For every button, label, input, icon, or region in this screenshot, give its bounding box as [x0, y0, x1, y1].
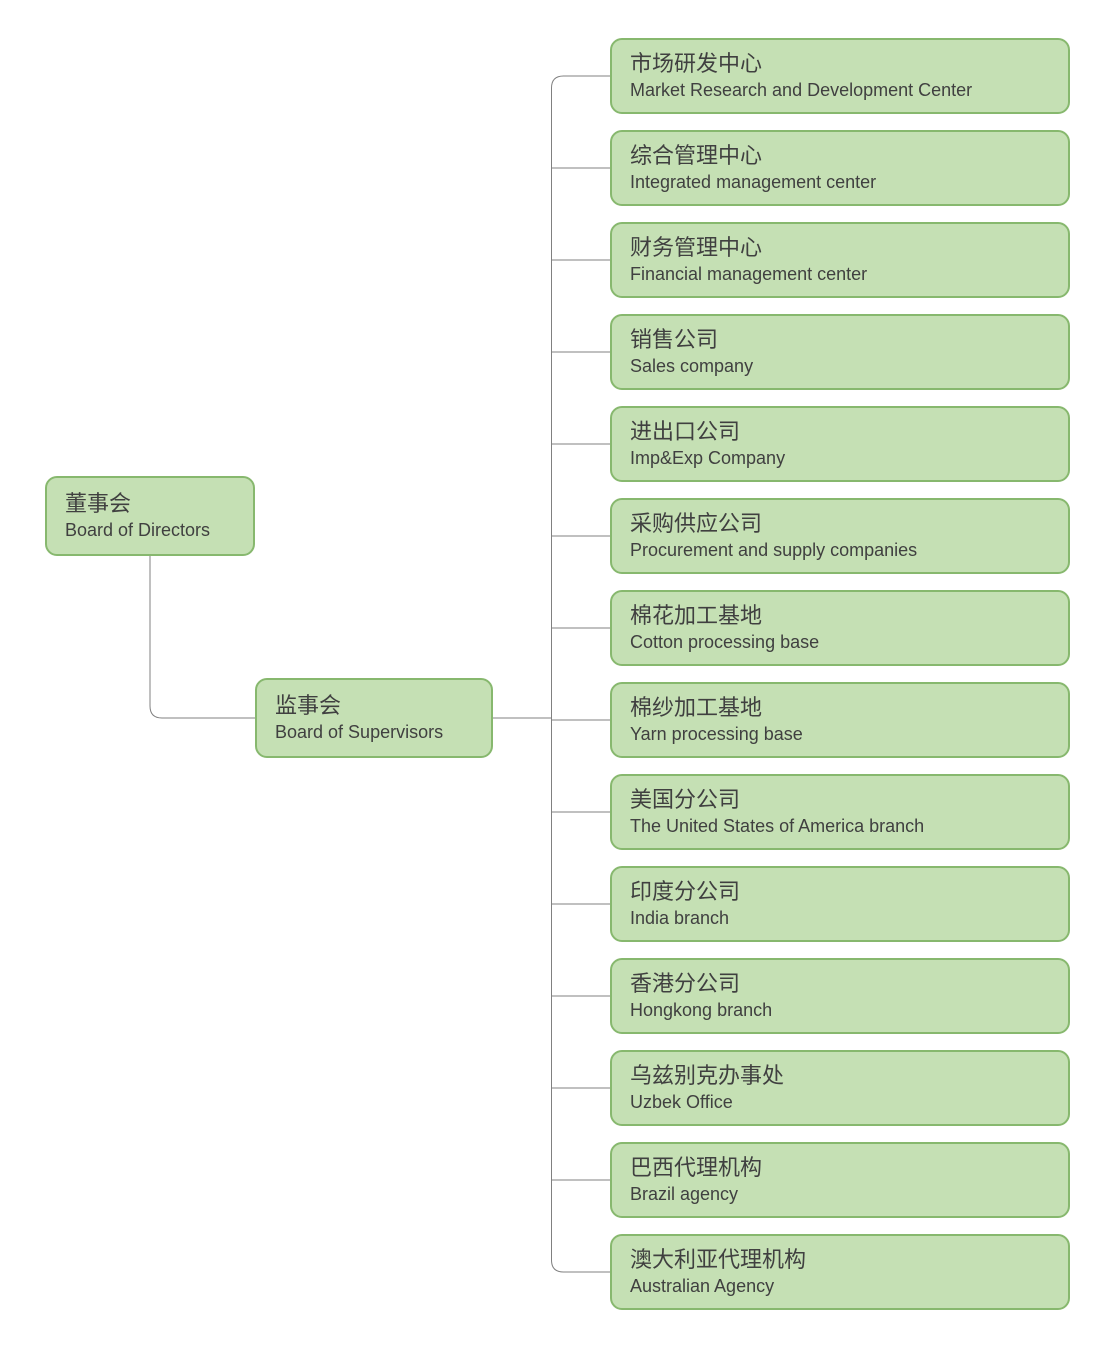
org-node-cn: 乌兹别克办事处: [630, 1062, 1050, 1091]
org-node-cn: 财务管理中心: [630, 234, 1050, 263]
org-node-en: India branch: [630, 907, 1050, 930]
org-node-cn: 综合管理中心: [630, 142, 1050, 171]
org-node-en: Uzbek Office: [630, 1091, 1050, 1114]
org-node-cn: 澳大利亚代理机构: [630, 1246, 1050, 1275]
org-node-en: Yarn processing base: [630, 723, 1050, 746]
org-node-leaf: 美国分公司The United States of America branch: [610, 774, 1070, 850]
org-node-cn: 监事会: [275, 692, 473, 721]
org-node-cn: 美国分公司: [630, 786, 1050, 815]
org-node-en: Board of Directors: [65, 519, 235, 542]
org-node-leaf: 香港分公司Hongkong branch: [610, 958, 1070, 1034]
org-node-cn: 棉纱加工基地: [630, 694, 1050, 723]
org-node-leaf: 澳大利亚代理机构Australian Agency: [610, 1234, 1070, 1310]
org-node-mid: 监事会 Board of Supervisors: [255, 678, 493, 758]
org-node-en: Integrated management center: [630, 171, 1050, 194]
org-node-root: 董事会 Board of Directors: [45, 476, 255, 556]
org-node-en: Cotton processing base: [630, 631, 1050, 654]
org-node-leaf: 市场研发中心Market Research and Development Ce…: [610, 38, 1070, 114]
org-node-en: Brazil agency: [630, 1183, 1050, 1206]
org-node-leaf: 财务管理中心Financial management center: [610, 222, 1070, 298]
org-node-leaf: 乌兹别克办事处Uzbek Office: [610, 1050, 1070, 1126]
org-node-cn: 进出口公司: [630, 418, 1050, 447]
org-node-cn: 巴西代理机构: [630, 1154, 1050, 1183]
org-node-en: Market Research and Development Center: [630, 79, 1050, 102]
org-node-en: Hongkong branch: [630, 999, 1050, 1022]
org-node-en: Financial management center: [630, 263, 1050, 286]
org-node-leaf: 印度分公司India branch: [610, 866, 1070, 942]
org-node-cn: 棉花加工基地: [630, 602, 1050, 631]
org-node-cn: 销售公司: [630, 326, 1050, 355]
org-node-cn: 香港分公司: [630, 970, 1050, 999]
org-node-leaf: 巴西代理机构Brazil agency: [610, 1142, 1070, 1218]
org-node-en: Australian Agency: [630, 1275, 1050, 1298]
org-node-cn: 董事会: [65, 490, 235, 519]
org-node-en: The United States of America branch: [630, 815, 1050, 838]
org-node-leaf: 采购供应公司Procurement and supply companies: [610, 498, 1070, 574]
org-node-leaf: 销售公司Sales company: [610, 314, 1070, 390]
org-node-en: Sales company: [630, 355, 1050, 378]
org-node-en: Procurement and supply companies: [630, 539, 1050, 562]
org-node-leaf: 棉花加工基地Cotton processing base: [610, 590, 1070, 666]
org-node-en: Imp&Exp Company: [630, 447, 1050, 470]
org-node-leaf: 棉纱加工基地Yarn processing base: [610, 682, 1070, 758]
org-node-leaf: 进出口公司Imp&Exp Company: [610, 406, 1070, 482]
org-node-en: Board of Supervisors: [275, 721, 473, 744]
org-node-cn: 采购供应公司: [630, 510, 1050, 539]
org-node-cn: 市场研发中心: [630, 50, 1050, 79]
org-node-cn: 印度分公司: [630, 878, 1050, 907]
org-node-leaf: 综合管理中心Integrated management center: [610, 130, 1070, 206]
